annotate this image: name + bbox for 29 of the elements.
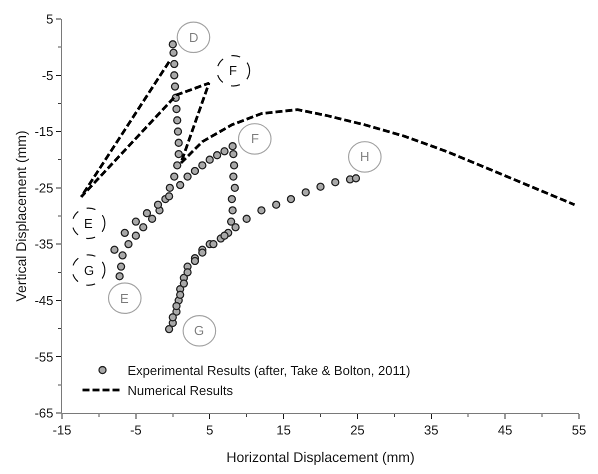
- y-tick-label: -55: [34, 349, 54, 364]
- x-tick-label: 5: [206, 422, 214, 438]
- y-tick-label: 5: [46, 12, 54, 27]
- annotation: G: [84, 263, 94, 278]
- x-tick-label: -15: [52, 422, 72, 438]
- annotation: E: [84, 216, 93, 231]
- x-tick-label: -5: [130, 422, 142, 438]
- annotation: D: [189, 30, 198, 45]
- line-series: [80, 60, 576, 206]
- x-axis-title: Horizontal Displacement (mm): [226, 448, 415, 465]
- legend-label: Experimental Results (after, Take & Bolton, 2011): [128, 363, 410, 378]
- x-tick-label: 15: [276, 422, 291, 438]
- annotation: H: [360, 149, 370, 164]
- x-tick-label: 25: [350, 422, 365, 438]
- annotation: E: [120, 291, 129, 306]
- annotation: G: [194, 323, 204, 338]
- y-tick-label: -35: [34, 236, 54, 252]
- annotation: F: [251, 131, 259, 146]
- y-tick-label: -25: [34, 180, 54, 196]
- legend-label: Numerical Results: [128, 383, 234, 398]
- y-tick-label: -5: [42, 68, 54, 83]
- x-tick-label: 35: [424, 422, 439, 438]
- x-tick-label: 55: [572, 422, 586, 438]
- y-axis-title: Vertical Displacement (mm): [13, 130, 30, 302]
- x-tick-label: 45: [498, 422, 512, 438]
- y-tick-label: -45: [34, 292, 54, 308]
- annotation: F: [229, 63, 237, 78]
- y-tick-label: -65: [34, 406, 54, 421]
- y-tick-label: -15: [34, 124, 54, 140]
